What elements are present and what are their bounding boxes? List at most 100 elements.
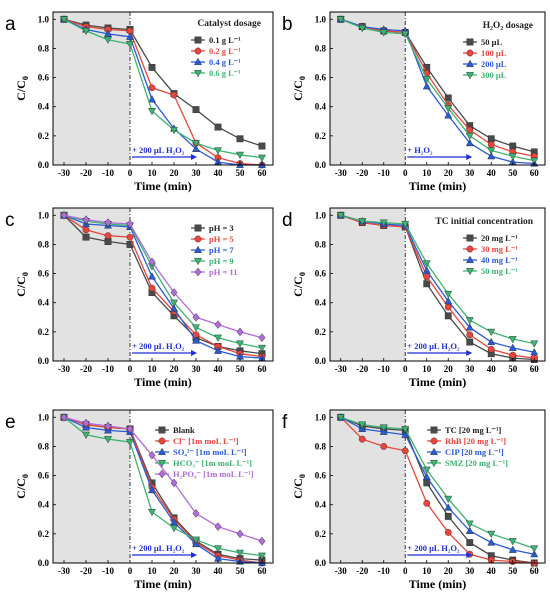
series-line xyxy=(63,18,263,166)
data-point xyxy=(170,517,178,526)
data-point xyxy=(487,328,496,337)
legend-entry: TC [20 mg L⁻¹] xyxy=(445,425,502,435)
y-tick-label: 0.8 xyxy=(38,441,50,451)
data-point xyxy=(444,495,453,504)
data-point xyxy=(148,95,156,103)
data-point xyxy=(192,144,200,152)
data-point xyxy=(60,210,68,220)
y-tick-label: 0.6 xyxy=(315,269,327,279)
x-tick-label: 60 xyxy=(258,566,268,576)
y-tick-label: 0.0 xyxy=(38,558,50,568)
x-tick-label: 0 xyxy=(128,364,133,374)
y-tick-label: 0.0 xyxy=(315,160,327,170)
legend-marker xyxy=(158,469,166,479)
panel-f: -30 -20 -10 0 10 20 30 40 50 60 0.0 0.2 0.4 0.6 0.8 1.0… xyxy=(282,409,546,591)
data-point xyxy=(336,414,345,422)
data-point xyxy=(148,450,156,460)
legend-marker xyxy=(194,267,202,277)
legend-marker xyxy=(466,71,474,80)
legend-entry: 0.4 g L⁻¹ xyxy=(209,57,241,67)
legend: pH = 3pH = 5pH = 7pH = 9pH = 11 xyxy=(191,223,237,277)
legend-marker xyxy=(430,447,438,455)
data-point xyxy=(530,157,539,165)
data-point xyxy=(465,138,474,147)
data-point xyxy=(423,499,431,507)
data-point xyxy=(401,30,410,39)
data-point xyxy=(358,435,366,443)
data-point xyxy=(104,218,112,227)
data-point xyxy=(358,25,367,33)
plot-frame xyxy=(329,207,546,362)
legend-marker xyxy=(158,447,166,455)
legend-entry: 0.1 g L⁻¹ xyxy=(209,35,241,45)
x-tick-label: 40 xyxy=(214,566,224,576)
y-tick-label: 0.6 xyxy=(315,471,327,481)
data-point xyxy=(530,550,539,558)
legend-entry: 50 mg L⁻¹ xyxy=(481,266,518,276)
data-point xyxy=(401,447,409,455)
x-tick-label: 0 xyxy=(403,364,408,374)
data-point xyxy=(444,512,452,520)
data-point xyxy=(422,76,431,84)
x-tick-label: -10 xyxy=(378,364,390,374)
x-tick-label: 50 xyxy=(508,168,518,178)
x-tick-label: 60 xyxy=(530,566,540,576)
annotation-text: + H₂O₂ xyxy=(407,145,433,155)
panel-e: -30 -20 -10 0 10 20 30 40 50 60 0.0 0.2 0.4 0.6 0.8 1.0… xyxy=(5,409,274,591)
data-point xyxy=(192,106,200,114)
data-point xyxy=(422,472,431,481)
y-tick-label: 0.0 xyxy=(315,558,327,568)
series-line xyxy=(63,214,263,355)
series-line xyxy=(63,18,262,166)
legend-marker xyxy=(466,234,474,242)
legend-marker xyxy=(194,235,202,243)
y-tick-label: 0.8 xyxy=(38,239,50,249)
data-point xyxy=(358,421,367,429)
x-tick-label: 50 xyxy=(508,364,518,374)
data-point xyxy=(508,343,517,351)
legend-marker xyxy=(194,57,202,66)
data-point xyxy=(236,327,244,337)
x-tick-label: 60 xyxy=(530,364,540,374)
plot-frame xyxy=(52,207,274,362)
legend-marker xyxy=(158,460,166,468)
x-tick-label: 20 xyxy=(170,566,180,576)
data-point xyxy=(126,32,134,40)
data-point xyxy=(379,424,388,432)
data-point xyxy=(380,443,388,450)
data-point xyxy=(236,340,244,348)
dark-region-shade xyxy=(330,208,406,361)
dark-region-shade xyxy=(330,12,406,165)
x-tick-label: 30 xyxy=(192,364,202,374)
data-point xyxy=(444,105,453,113)
arrow-head xyxy=(191,350,197,356)
y-tick-label: 1.0 xyxy=(38,14,50,24)
legend-marker xyxy=(466,49,474,57)
dark-region-shade xyxy=(53,208,130,361)
plot-frame xyxy=(329,11,546,166)
y-tick-label: 0.2 xyxy=(315,327,327,337)
data-point xyxy=(466,331,474,339)
data-point xyxy=(214,147,222,155)
x-tick-label: 40 xyxy=(214,168,224,178)
legend-title: TC initial concentration xyxy=(435,217,533,227)
data-point xyxy=(214,545,222,553)
x-tick-label: 10 xyxy=(148,364,158,374)
data-point xyxy=(236,151,244,160)
y-tick-label: 0.2 xyxy=(38,327,50,337)
data-point xyxy=(192,312,200,322)
y-axis-label: C/C0 xyxy=(14,76,30,101)
data-point xyxy=(148,63,156,71)
legend-entry: Blank xyxy=(173,425,195,435)
arrow-head xyxy=(466,154,473,160)
dark-region-shade xyxy=(330,410,406,563)
data-point xyxy=(236,529,244,539)
legend-entry: pH = 11 xyxy=(209,267,237,277)
data-point xyxy=(192,536,200,544)
legend-marker xyxy=(194,36,202,44)
x-tick-label: -30 xyxy=(58,364,70,374)
data-point xyxy=(530,348,539,356)
y-tick-label: 0.8 xyxy=(315,239,327,249)
y-tick-label: 0.4 xyxy=(38,500,50,510)
